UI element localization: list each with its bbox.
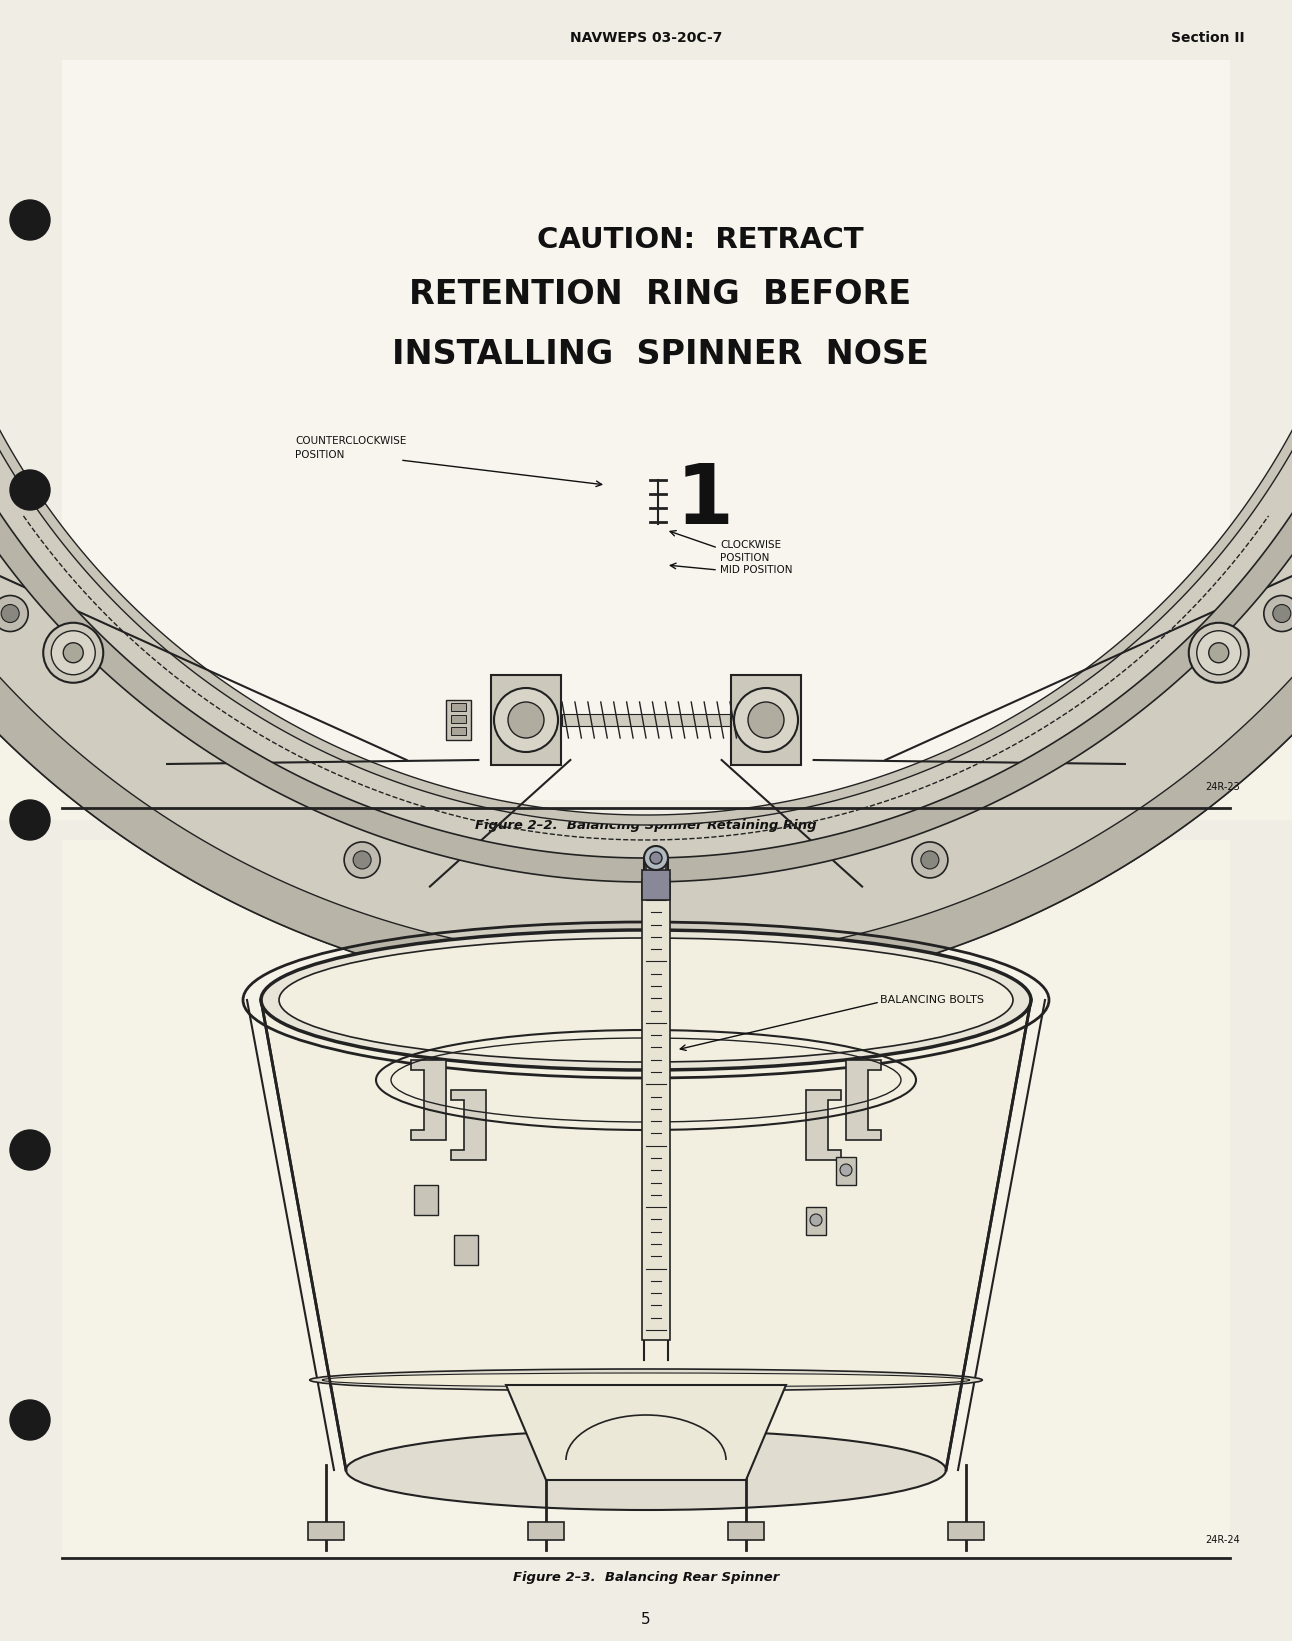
Circle shape — [10, 1400, 50, 1441]
Bar — [727, 1521, 764, 1539]
Bar — [451, 727, 466, 735]
Polygon shape — [261, 999, 1031, 1470]
Circle shape — [921, 852, 939, 870]
Text: Figure 2–3.  Balancing Rear Spinner: Figure 2–3. Balancing Rear Spinner — [513, 1572, 779, 1585]
Circle shape — [912, 842, 948, 878]
Text: MID POSITION: MID POSITION — [720, 565, 792, 574]
Polygon shape — [0, 271, 1292, 825]
Circle shape — [840, 1163, 851, 1177]
Circle shape — [10, 469, 50, 510]
Circle shape — [10, 1131, 50, 1170]
Circle shape — [344, 842, 380, 878]
Circle shape — [748, 702, 784, 738]
Polygon shape — [0, 271, 1292, 820]
Circle shape — [1, 604, 19, 622]
Circle shape — [810, 1214, 822, 1226]
Polygon shape — [0, 271, 1292, 999]
Ellipse shape — [310, 1369, 982, 1392]
Bar — [62, 840, 1230, 1557]
Bar — [491, 674, 561, 765]
Ellipse shape — [279, 939, 1013, 1062]
Circle shape — [1196, 630, 1240, 674]
Text: Figure 2–2.  Balancing Spinner Retaining Ring: Figure 2–2. Balancing Spinner Retaining … — [475, 819, 817, 832]
Circle shape — [734, 688, 798, 752]
Circle shape — [650, 852, 662, 865]
Polygon shape — [846, 1060, 881, 1140]
Circle shape — [643, 847, 668, 870]
Ellipse shape — [261, 930, 1031, 1070]
Bar — [806, 1208, 826, 1236]
Bar — [413, 1185, 438, 1214]
Circle shape — [10, 200, 50, 240]
Text: INSTALLING  SPINNER  NOSE: INSTALLING SPINNER NOSE — [391, 338, 929, 371]
Bar — [642, 870, 671, 899]
Text: CAUTION:  RETRACT: CAUTION: RETRACT — [536, 226, 863, 254]
Circle shape — [1189, 622, 1249, 683]
Text: CLOCKWISE
POSITION: CLOCKWISE POSITION — [720, 540, 782, 563]
Text: COUNTERCLOCKWISE
POSITION: COUNTERCLOCKWISE POSITION — [295, 437, 407, 459]
Text: 1: 1 — [676, 459, 734, 540]
Circle shape — [508, 702, 544, 738]
Text: Section II: Section II — [1172, 31, 1245, 44]
Ellipse shape — [346, 1429, 946, 1510]
Bar — [948, 1521, 985, 1539]
Polygon shape — [0, 309, 1292, 999]
Bar — [451, 702, 466, 711]
Text: BALANCING BOLTS: BALANCING BOLTS — [880, 994, 985, 1004]
Ellipse shape — [322, 1374, 970, 1387]
Circle shape — [353, 852, 371, 870]
Bar — [731, 674, 801, 765]
Text: 24R-23: 24R-23 — [1205, 783, 1240, 793]
Polygon shape — [806, 1090, 841, 1160]
Bar — [528, 1521, 565, 1539]
Polygon shape — [506, 1385, 786, 1480]
Circle shape — [1264, 596, 1292, 632]
Circle shape — [494, 688, 558, 752]
Bar — [451, 715, 466, 724]
Bar — [453, 1236, 478, 1265]
Bar — [836, 1157, 857, 1185]
Bar — [307, 1521, 344, 1539]
Circle shape — [10, 801, 50, 840]
Polygon shape — [0, 469, 1292, 881]
Bar — [646, 865, 665, 880]
Circle shape — [1273, 604, 1291, 622]
Polygon shape — [411, 1060, 446, 1140]
Text: RETENTION  RING  BEFORE: RETENTION RING BEFORE — [410, 279, 911, 312]
Text: 24R-24: 24R-24 — [1205, 1534, 1240, 1544]
Circle shape — [52, 630, 96, 674]
Polygon shape — [451, 1090, 486, 1160]
Bar — [446, 701, 472, 740]
Bar — [642, 880, 671, 1341]
Text: 5: 5 — [641, 1613, 651, 1628]
Bar — [62, 61, 1230, 801]
Circle shape — [0, 596, 28, 632]
Circle shape — [43, 622, 103, 683]
Circle shape — [1209, 643, 1229, 663]
Circle shape — [63, 643, 83, 663]
Text: NAVWEPS 03-20C-7: NAVWEPS 03-20C-7 — [570, 31, 722, 44]
Bar — [562, 714, 730, 725]
